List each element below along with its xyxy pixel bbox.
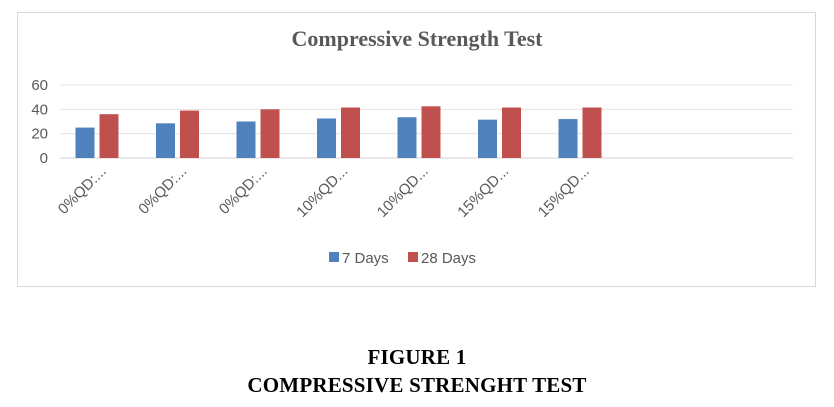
x-tick-label: 10%QD... bbox=[374, 163, 432, 221]
bar-7-days bbox=[75, 127, 95, 158]
y-tick-label: 60 bbox=[31, 77, 48, 94]
figure-label: FIGURE 1 bbox=[367, 345, 467, 369]
legend-swatch bbox=[329, 252, 339, 262]
bar-7-days bbox=[156, 123, 175, 158]
x-tick-label: 15%QD... bbox=[535, 163, 593, 221]
bar-7-days bbox=[317, 118, 336, 158]
y-tick-label: 0 bbox=[40, 150, 48, 167]
bar-28-days bbox=[421, 106, 441, 158]
y-tick-label: 20 bbox=[31, 126, 48, 143]
y-tick-label: 40 bbox=[31, 101, 48, 118]
x-tick-label: 0%QD:... bbox=[216, 163, 271, 218]
bar-7-days bbox=[236, 121, 256, 158]
chart-title: Compressive Strength Test bbox=[291, 26, 543, 51]
bar-28-days bbox=[99, 114, 119, 158]
legend-swatch bbox=[408, 252, 418, 262]
bar-7-days bbox=[478, 119, 497, 158]
x-tick-label: 15%QD... bbox=[454, 163, 512, 221]
bar-28-days bbox=[502, 107, 521, 158]
bar-28-days bbox=[582, 107, 602, 158]
x-tick-label: 0%QD:... bbox=[135, 163, 190, 218]
figure-title: COMPRESSIVE STRENGHT TEST bbox=[247, 373, 587, 397]
legend-label: 7 Days bbox=[342, 250, 389, 267]
bar-7-days bbox=[397, 117, 417, 158]
x-tick-label: 0%QD:... bbox=[55, 163, 110, 218]
legend-label: 28 Days bbox=[421, 250, 476, 267]
bar-7-days bbox=[558, 119, 578, 158]
bar-28-days bbox=[180, 110, 199, 158]
x-tick-label: 10%QD... bbox=[293, 163, 351, 221]
bar-28-days bbox=[341, 107, 360, 158]
bar-28-days bbox=[260, 109, 280, 158]
